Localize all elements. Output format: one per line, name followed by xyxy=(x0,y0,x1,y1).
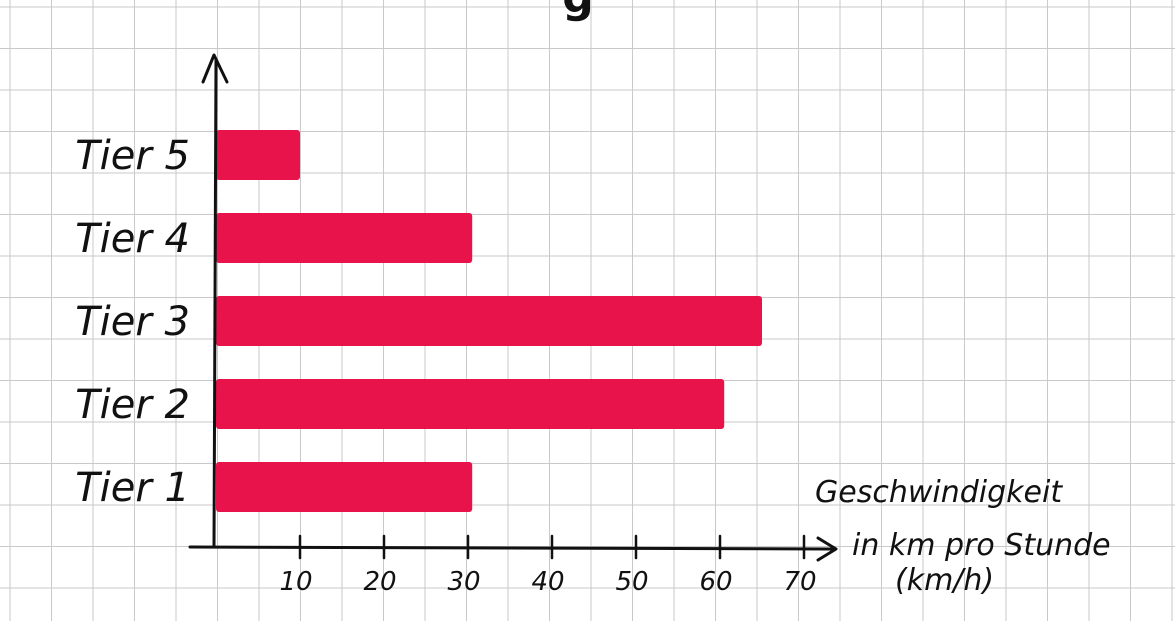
x-axis-line xyxy=(188,545,834,551)
x-axis-title: Geschwindigkeit in km pro Stunde (km/h) xyxy=(815,475,1111,598)
x-tick-label-10: 10 xyxy=(279,567,312,597)
x-tick-label-60: 60 xyxy=(699,567,732,597)
category-label-tier-4: Tier 4 xyxy=(75,216,190,262)
bar-tier-1 xyxy=(216,462,473,512)
x-axis-title-line-2: in km pro Stunde xyxy=(852,528,1111,563)
bars xyxy=(216,130,762,512)
axes xyxy=(188,53,838,562)
category-label-tier-2: Tier 2 xyxy=(75,382,190,428)
x-tick-label-70: 70 xyxy=(783,567,816,597)
x-tick-label-30: 30 xyxy=(447,567,480,597)
category-label-tier-1: Tier 1 xyxy=(75,465,190,511)
bar-tier-2 xyxy=(216,379,725,429)
bar-tier-3 xyxy=(216,296,762,346)
x-tick-label-20: 20 xyxy=(363,567,396,597)
x-ticks: 10 20 30 40 50 60 70 xyxy=(279,534,817,597)
bar-tier-4 xyxy=(216,213,473,263)
category-label-tier-5: Tier 5 xyxy=(75,133,190,179)
x-axis-title-line-3: (km/h) xyxy=(895,563,994,598)
chart-title: g xyxy=(562,0,594,23)
y-axis-arrow xyxy=(201,53,229,84)
bar-tier-5 xyxy=(216,130,300,180)
category-labels: Tier 1 Tier 2 Tier 3 Tier 4 Tier 5 xyxy=(75,133,190,511)
x-axis-title-line-1: Geschwindigkeit xyxy=(815,475,1063,510)
x-tick-label-50: 50 xyxy=(615,567,648,597)
category-label-tier-3: Tier 3 xyxy=(75,299,190,345)
x-tick-label-40: 40 xyxy=(531,567,564,597)
y-axis-line xyxy=(212,58,218,549)
x-axis-arrow xyxy=(816,536,838,562)
